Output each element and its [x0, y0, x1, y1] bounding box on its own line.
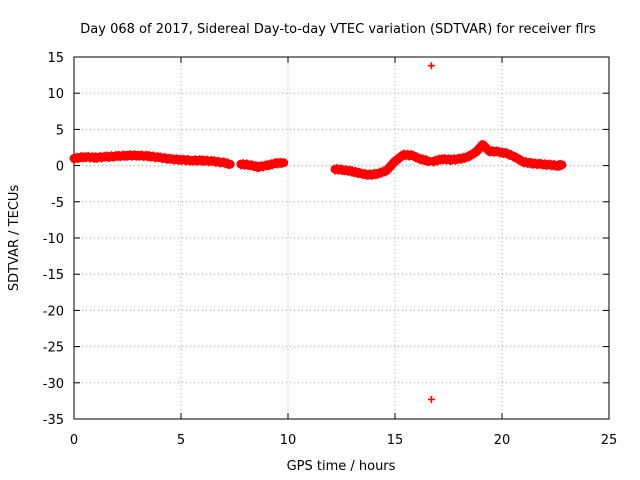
data-point [226, 160, 234, 168]
y-tick-label: -20 [43, 304, 64, 319]
y-tick-label: -25 [43, 341, 64, 356]
x-axis-title: GPS time / hours [287, 459, 396, 474]
x-tick-label: 25 [601, 433, 618, 448]
x-tick-label: 15 [387, 433, 404, 448]
data-points [69, 62, 567, 403]
x-tick-label: 0 [70, 433, 78, 448]
y-axis-title: SDTVAR / TECUs [7, 185, 22, 292]
grid-lines [74, 57, 609, 419]
y-tick-label: -35 [43, 413, 64, 428]
y-tick-label: -10 [43, 232, 64, 247]
x-tick-label: 20 [494, 433, 511, 448]
y-axis: 15 10 5 0 -5 -10 -15 -20 -25 -30 -35 [43, 51, 609, 428]
y-tick-label: 0 [56, 160, 64, 175]
outlier-point [427, 395, 435, 403]
y-tick-label: -30 [43, 377, 64, 392]
x-tick-label: 5 [177, 433, 185, 448]
chart-title: Day 068 of 2017, Sidereal Day-to-day VTE… [80, 22, 596, 37]
y-tick-label: -5 [51, 196, 64, 211]
data-point [558, 161, 566, 169]
y-tick-label: 10 [47, 87, 64, 102]
y-tick-label: 15 [47, 51, 64, 66]
x-axis: 0 5 10 15 20 25 [70, 57, 617, 448]
x-tick-label: 10 [280, 433, 297, 448]
data-point [280, 159, 288, 167]
outlier-point [427, 62, 435, 70]
y-tick-label: -15 [43, 268, 64, 283]
y-tick-label: 5 [56, 123, 64, 138]
